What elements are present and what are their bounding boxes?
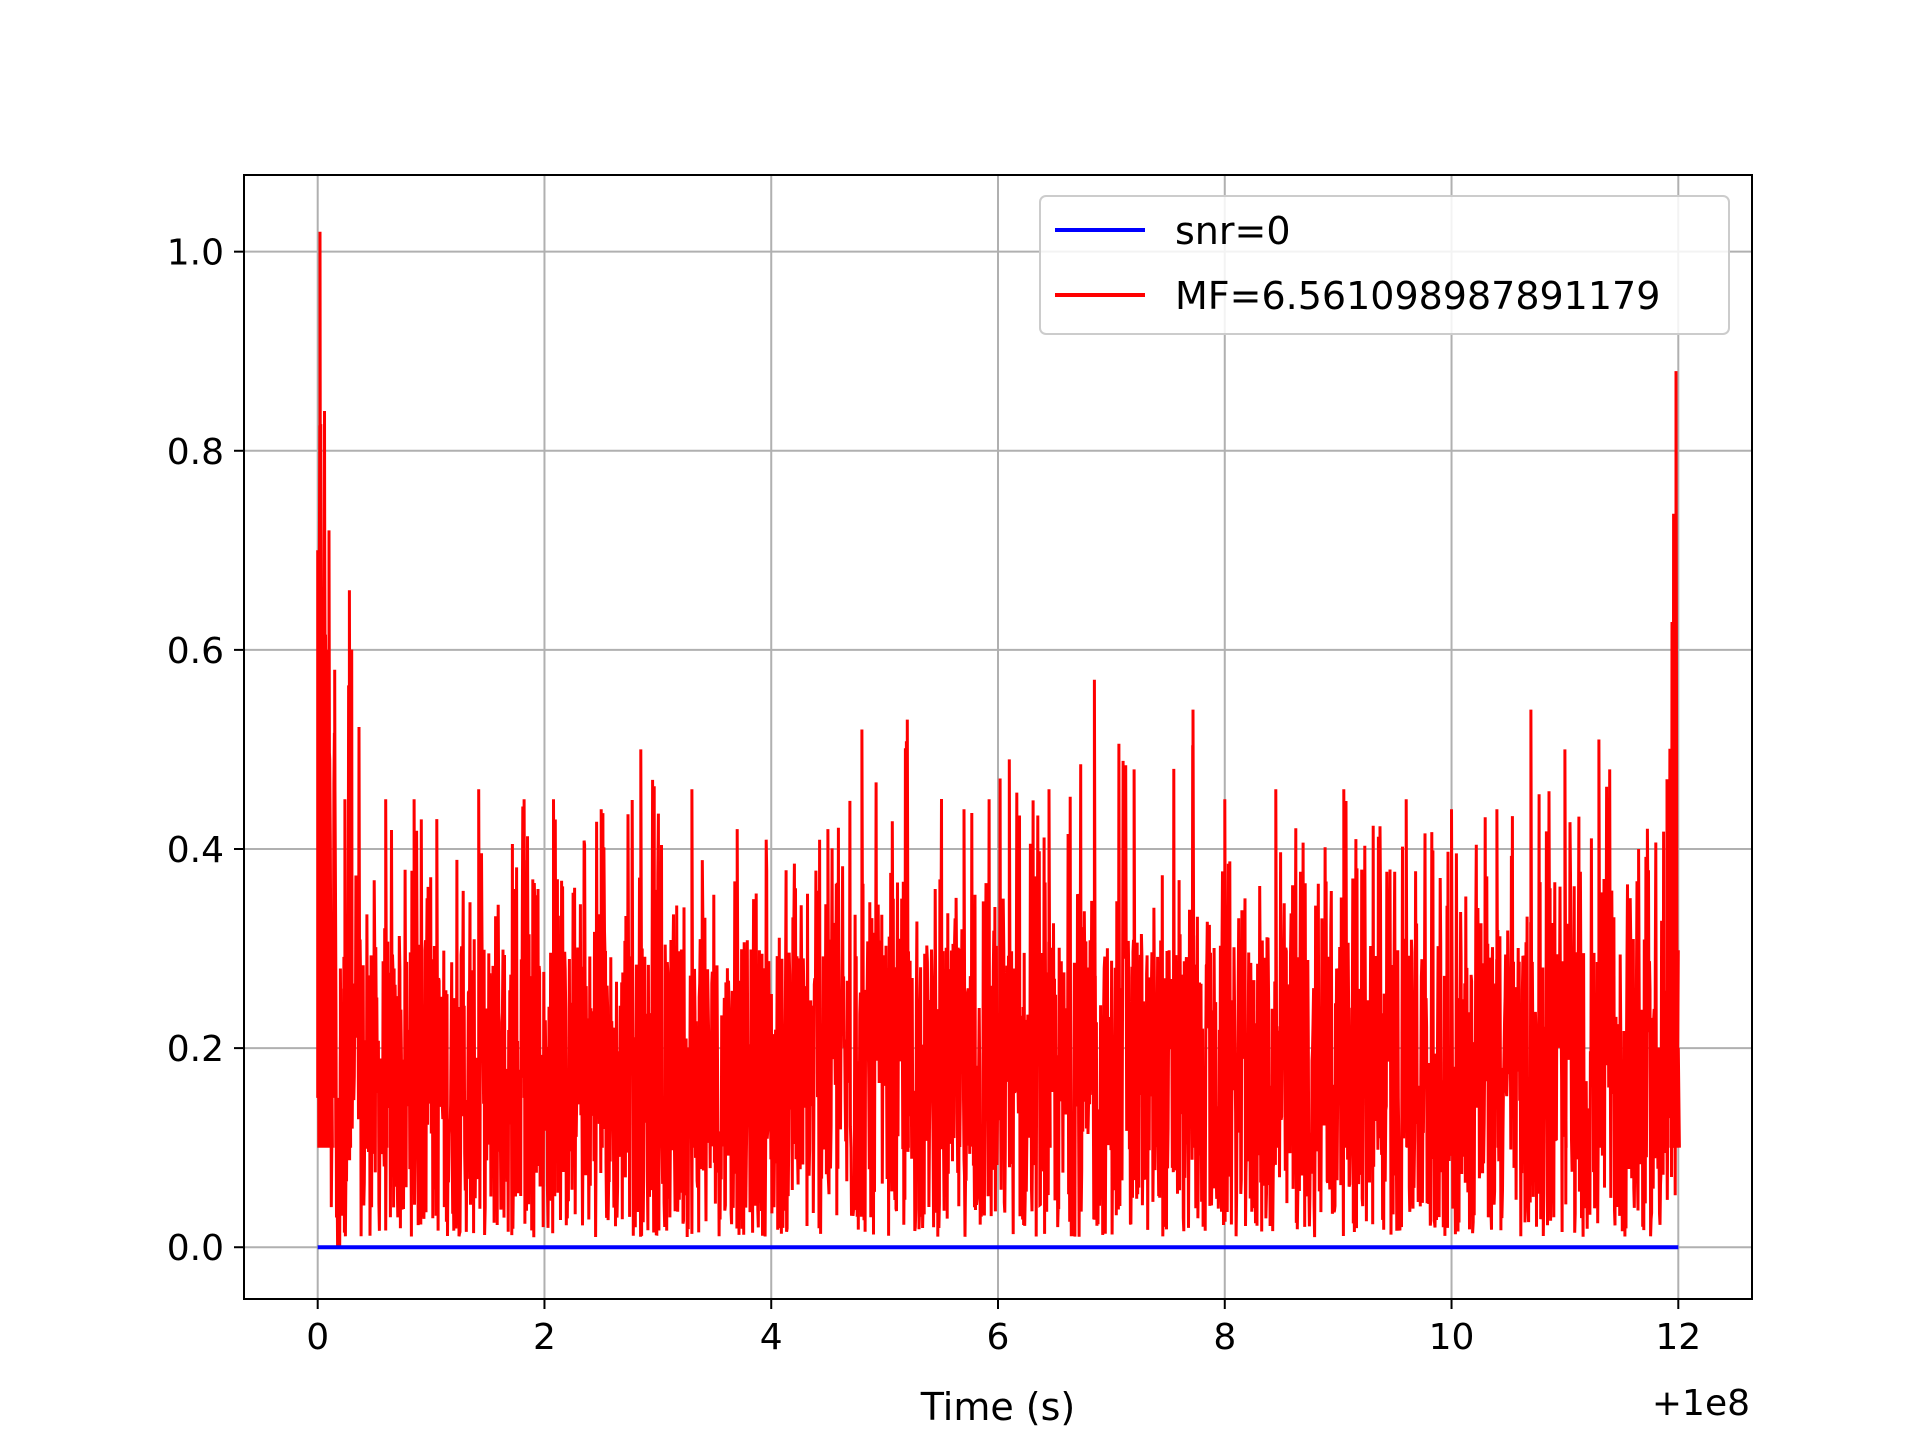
x-tick-label-0: 0 xyxy=(306,1317,329,1358)
x-tick-label-6: 12 xyxy=(1655,1317,1701,1358)
x-tick-label-4: 8 xyxy=(1213,1317,1236,1358)
x-offset-label: +1e8 xyxy=(1652,1383,1750,1424)
series-layer xyxy=(316,231,1681,1250)
x-axis: 0 2 4 6 8 10 12 xyxy=(306,1299,1701,1358)
y-axis: 0.0 0.2 0.4 0.6 0.8 1.0 xyxy=(167,233,244,1269)
x-tick-label-2: 4 xyxy=(760,1317,783,1358)
y-tick-label-4: 0.8 xyxy=(167,432,224,473)
x-axis-label: Time (s) xyxy=(920,1385,1076,1429)
y-tick-label-1: 0.2 xyxy=(167,1029,224,1070)
legend-label-mf: MF=6.561098987891179 xyxy=(1175,274,1660,318)
series-line-mf xyxy=(316,231,1681,1249)
y-tick-label-5: 1.0 xyxy=(167,233,224,274)
x-tick-label-5: 10 xyxy=(1429,1317,1475,1358)
legend-box xyxy=(1039,195,1730,335)
legend: snr=0 MF=6.561098987891179 xyxy=(1039,195,1730,335)
y-tick-label-2: 0.4 xyxy=(167,830,224,871)
x-tick-label-1: 2 xyxy=(533,1317,556,1358)
legend-label-snr: snr=0 xyxy=(1175,209,1291,253)
y-tick-label-0: 0.0 xyxy=(167,1228,224,1269)
y-tick-label-3: 0.6 xyxy=(167,631,224,672)
x-tick-label-3: 6 xyxy=(987,1317,1010,1358)
